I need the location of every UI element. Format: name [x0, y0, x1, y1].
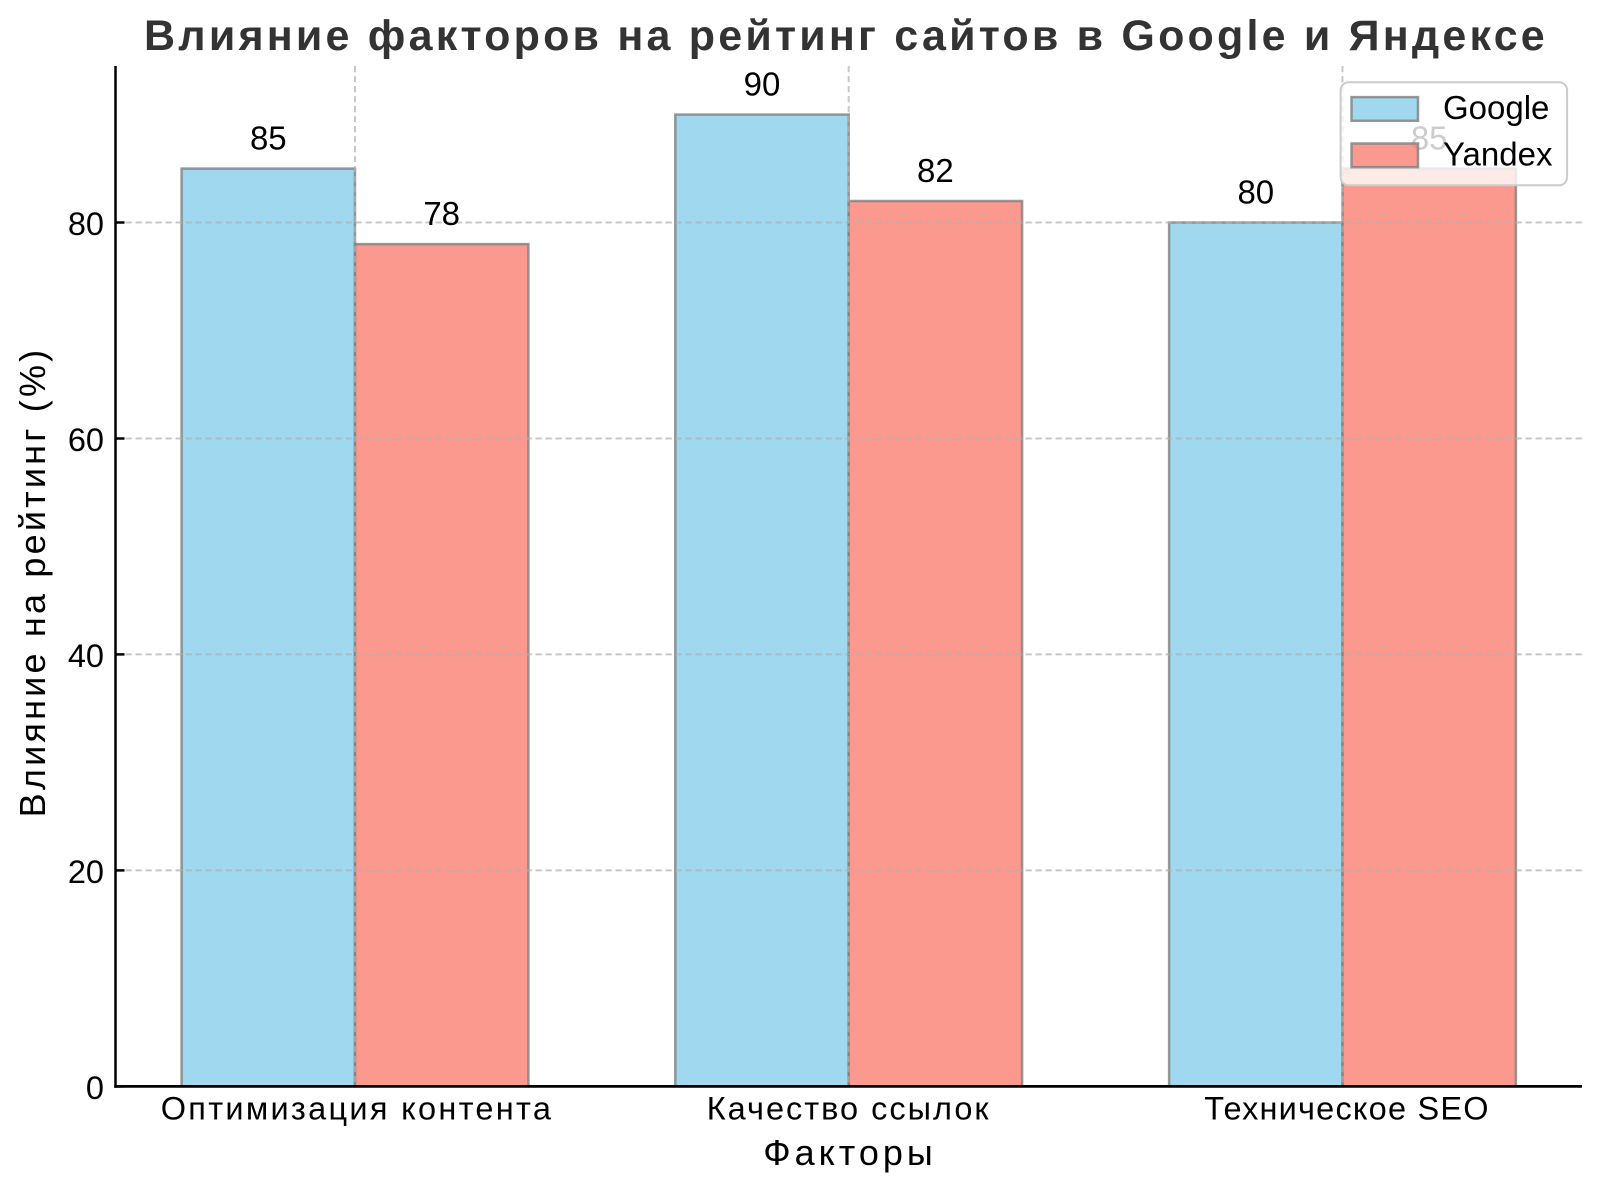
- svg-text:40: 40: [68, 638, 104, 674]
- svg-text:80: 80: [68, 206, 104, 242]
- svg-text:Yandex: Yandex: [1443, 135, 1553, 172]
- svg-text:Факторы: Факторы: [763, 1132, 937, 1173]
- svg-text:78: 78: [423, 195, 460, 232]
- svg-text:Влияние на рейтинг (%): Влияние на рейтинг (%): [12, 347, 53, 818]
- svg-text:0: 0: [86, 1070, 104, 1106]
- svg-text:Оптимизация контента: Оптимизация контента: [161, 1091, 554, 1127]
- svg-text:Влияние факторов на рейтинг са: Влияние факторов на рейтинг сайтов в Goo…: [144, 12, 1548, 60]
- svg-text:85: 85: [250, 120, 287, 157]
- svg-text:82: 82: [917, 152, 954, 189]
- svg-text:90: 90: [744, 66, 781, 103]
- svg-text:20: 20: [68, 854, 104, 890]
- svg-text:Google: Google: [1443, 89, 1549, 126]
- svg-text:Качество ссылок: Качество ссылок: [707, 1091, 991, 1127]
- svg-text:Техническое SEO: Техническое SEO: [1204, 1091, 1489, 1127]
- svg-text:80: 80: [1237, 174, 1274, 211]
- svg-text:60: 60: [68, 422, 104, 458]
